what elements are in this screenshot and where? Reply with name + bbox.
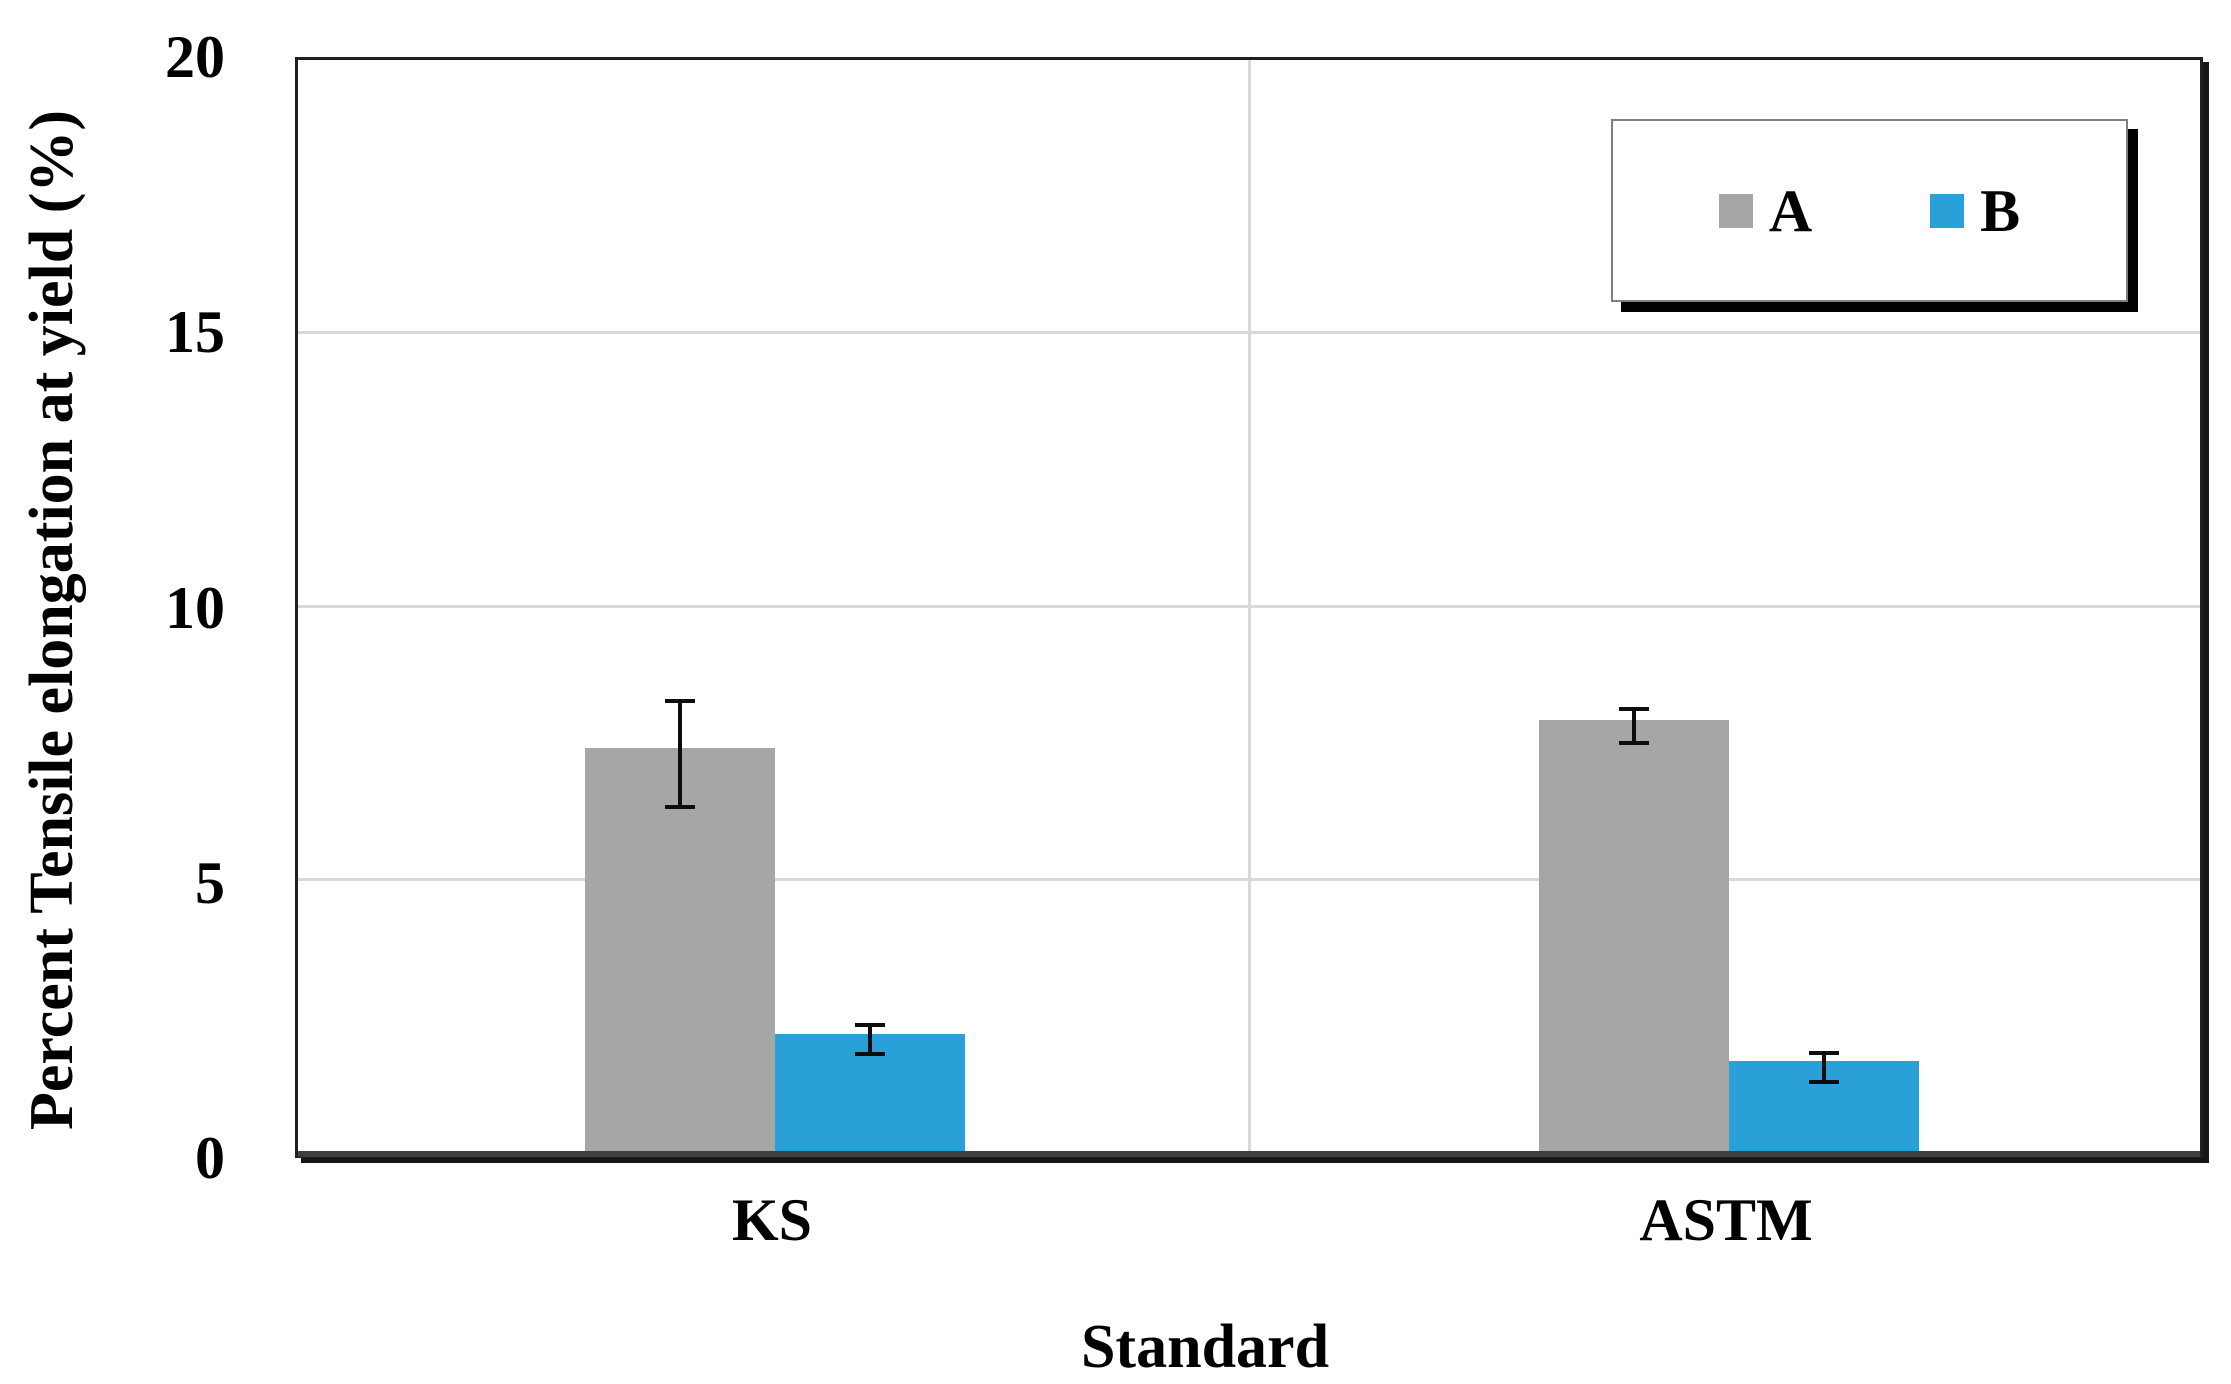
legend-swatch-B	[1930, 193, 1965, 228]
x-axis-title: Standard	[1080, 1313, 1330, 1381]
error-bar-KS-A	[665, 698, 695, 809]
error-bar-ASTM-A	[1619, 706, 1649, 746]
y-tick-label-5: 5	[195, 849, 225, 916]
legend-label-B: B	[1980, 177, 2021, 244]
error-bar-top-cap	[1619, 706, 1649, 711]
x-axis-line	[298, 1151, 2200, 1157]
error-bar-stem	[868, 1023, 872, 1057]
error-bar-stem	[678, 698, 682, 809]
legend-label-A: A	[1768, 177, 1813, 244]
bar-ASTM-A	[1539, 720, 1729, 1155]
bar-KS-A	[585, 747, 775, 1155]
error-bar-top-cap	[855, 1023, 885, 1028]
y-tick-label-10: 10	[165, 574, 225, 641]
error-bar-stem	[1822, 1050, 1826, 1084]
gridline-x-mid	[1248, 60, 1251, 1155]
error-bar-bottom-cap	[855, 1052, 885, 1057]
x-category-label-KS: KS	[731, 1187, 813, 1253]
y-tick-label-0: 0	[195, 1125, 225, 1191]
error-bar-bottom-cap	[665, 804, 695, 809]
error-bar-ASTM-B	[1809, 1050, 1839, 1084]
y-tick-label-20: 20	[165, 24, 225, 90]
error-bar-top-cap	[1809, 1050, 1839, 1055]
error-bar-top-cap	[665, 698, 695, 703]
error-bar-bottom-cap	[1619, 741, 1649, 746]
error-bar-bottom-cap	[1809, 1079, 1839, 1084]
legend-item-A: A	[1718, 177, 1813, 244]
error-bar-stem	[1632, 706, 1636, 746]
legend-swatch-A	[1718, 193, 1753, 228]
legend-item-B: B	[1930, 181, 2020, 241]
error-bar-KS-B	[855, 1023, 885, 1057]
y-tick-label-15: 15	[165, 299, 225, 366]
x-category-label-ASTM: ASTM	[1639, 1187, 1813, 1253]
